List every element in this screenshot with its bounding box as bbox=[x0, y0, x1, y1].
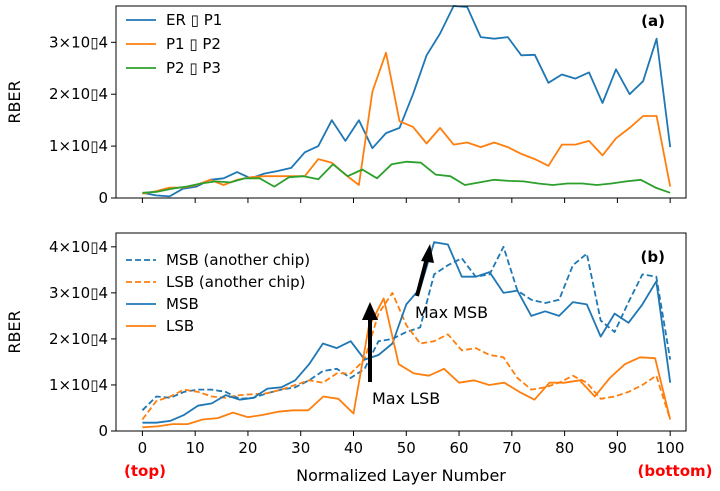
panel-b-tag: (b) bbox=[641, 248, 665, 266]
top-label: (top) bbox=[124, 462, 166, 480]
panel-a-legend-label-1: ER ▯ P1 bbox=[166, 11, 222, 29]
panel-b-x-tick-label: 20 bbox=[238, 439, 257, 457]
panel-a-tag: (a) bbox=[641, 12, 665, 30]
panel-b-x-tick-label: 100 bbox=[656, 439, 685, 457]
panel-b: 0 1×10▯4 2×10▯4 3×10▯4 4×10▯4 0 10 20 30 40 50 60 7… bbox=[5, 232, 713, 485]
panel-b-x-tick-label: 70 bbox=[502, 439, 521, 457]
panel-b-annotations: Max MSB Max LSB bbox=[362, 244, 488, 408]
panel-b-series-line-3 bbox=[142, 241, 672, 424]
panel-a-legend-label-2: P1 ▯ P2 bbox=[166, 35, 221, 53]
panel-b-x-tick-label: 60 bbox=[450, 439, 469, 457]
panel-b-legend-label-1: MSB (another chip) bbox=[166, 251, 310, 269]
panel-b-x-tick-label: 10 bbox=[186, 439, 205, 457]
panel-a-y-tick-label: 2×10▯4 bbox=[49, 85, 108, 103]
panel-a-legend: ER ▯ P1 P1 ▯ P2 P2 ▯ P3 bbox=[126, 11, 222, 77]
panel-b-frame bbox=[115, 232, 687, 432]
max-lsb-annotation: Max LSB bbox=[372, 389, 440, 408]
panel-b-y-tick-label: 2×10▯4 bbox=[49, 330, 108, 348]
panel-b-x-tick-label: 90 bbox=[608, 439, 627, 457]
panel-a: 0 1×10▯4 2×10▯4 3×10▯4 RBER (a) ER ▯ P1 P1 ▯… bbox=[5, 5, 687, 207]
max-msb-annotation: Max MSB bbox=[415, 303, 488, 322]
panel-b-y-tick-label: 0 bbox=[98, 422, 108, 440]
panel-b-y-tick-label: 3×10▯4 bbox=[49, 284, 108, 302]
panel-b-x-axis-label: Normalized Layer Number bbox=[296, 466, 506, 485]
panel-a-y-tick-label: 0 bbox=[98, 189, 108, 207]
panel-b-legend-label-4: LSB bbox=[166, 317, 194, 335]
panel-b-y-axis-label: RBER bbox=[5, 310, 24, 353]
panel-b-legend: MSB (another chip) LSB (another chip) MSB L… bbox=[126, 251, 310, 335]
panel-b-x-tick-label: 80 bbox=[555, 439, 574, 457]
bottom-label: (bottom) bbox=[637, 462, 712, 480]
panel-a-y-axis-label: RBER bbox=[5, 80, 24, 123]
panel-b-x-tick-label: 30 bbox=[291, 439, 310, 457]
panel-b-x-tick-label: 40 bbox=[344, 439, 363, 457]
max-msb-arrow-head bbox=[421, 244, 434, 263]
panel-a-series-line-3 bbox=[142, 160, 671, 194]
panel-b-series-line-4 bbox=[142, 297, 672, 429]
panel-b-y-tick-label: 4×10▯4 bbox=[49, 238, 108, 256]
panel-b-y-tick-label: 1×10▯4 bbox=[49, 376, 108, 394]
panel-b-x-tick-label: 0 bbox=[138, 439, 148, 457]
panel-a-frame bbox=[115, 5, 687, 199]
panel-b-legend-label-2: LSB (another chip) bbox=[166, 273, 306, 291]
panel-b-x-tick-label: 50 bbox=[397, 439, 416, 457]
panel-b-legend-label-3: MSB bbox=[166, 295, 199, 313]
panel-a-series-line-1 bbox=[142, 5, 672, 198]
max-lsb-arrow-head bbox=[362, 302, 378, 320]
panel-a-y-tick-label: 1×10▯4 bbox=[49, 137, 108, 155]
panel-a-y-tick-label: 3×10▯4 bbox=[49, 33, 108, 51]
panel-a-series-line-2 bbox=[142, 51, 672, 195]
panel-a-legend-label-3: P2 ▯ P3 bbox=[166, 59, 221, 77]
max-msb-arrow-shaft bbox=[415, 257, 429, 297]
panel-b-series-line-1 bbox=[141, 245, 672, 411]
